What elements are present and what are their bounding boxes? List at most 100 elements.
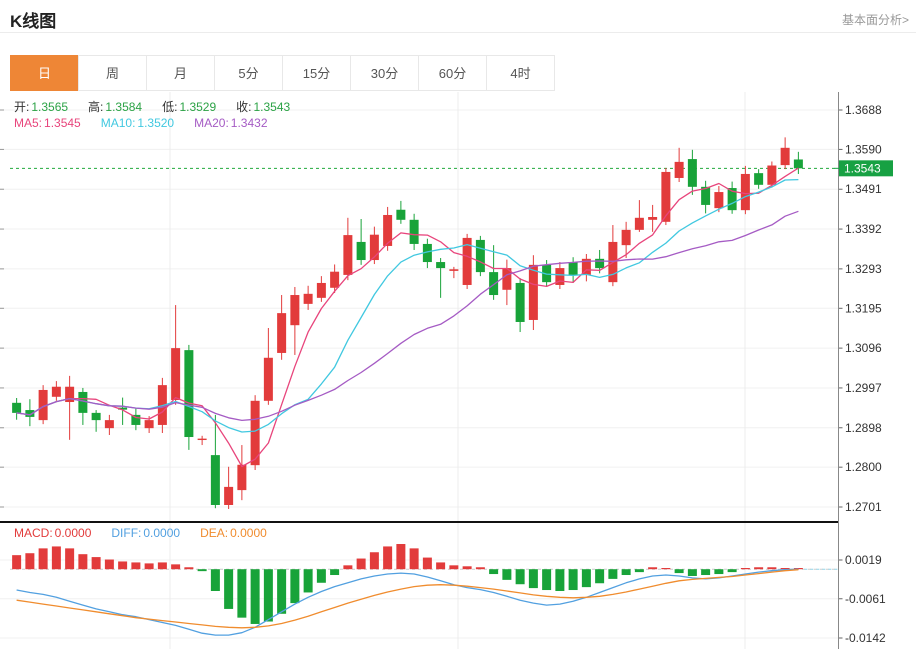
macd-bar bbox=[277, 569, 287, 614]
candle-body bbox=[621, 229, 631, 246]
candle-body bbox=[184, 350, 194, 438]
y-axis-label: 1.2997 bbox=[845, 381, 882, 395]
ma-value-2: 1.3432 bbox=[230, 116, 268, 130]
macd-bar bbox=[462, 566, 472, 570]
macd-bar bbox=[369, 552, 379, 570]
tab-4时[interactable]: 4时 bbox=[486, 55, 555, 91]
macd-bar bbox=[422, 557, 432, 570]
macd-bar bbox=[237, 569, 247, 618]
candle-body bbox=[171, 348, 181, 401]
candle-body bbox=[701, 186, 711, 205]
ohlc-label-0: 开: bbox=[14, 100, 30, 114]
tab-周[interactable]: 周 bbox=[78, 55, 147, 91]
macd-bar bbox=[78, 554, 88, 570]
candle-body bbox=[714, 192, 724, 209]
ma-label-2: MA20: bbox=[194, 116, 229, 130]
candle-body bbox=[661, 171, 671, 222]
macd-bar bbox=[608, 569, 618, 579]
tab-5分[interactable]: 5分 bbox=[214, 55, 283, 91]
macd-bar bbox=[171, 564, 181, 570]
ma-value-0: 1.3545 bbox=[44, 116, 81, 130]
page-title: K线图 bbox=[10, 12, 57, 31]
candle-body bbox=[727, 188, 737, 211]
macd-bar bbox=[356, 558, 366, 570]
ohlc-item-3: 收: 1.3543 bbox=[236, 98, 290, 115]
candle-body bbox=[634, 217, 644, 230]
macd-bar bbox=[303, 569, 313, 593]
candle-body bbox=[740, 173, 750, 211]
ma-label-1: MA10: bbox=[100, 116, 136, 130]
macd-axis-label: -0.0061 bbox=[845, 592, 886, 606]
macd-bar bbox=[595, 569, 605, 584]
candle-body bbox=[767, 165, 777, 185]
kline-macd-chart[interactable]: 1.3688 1.3590 1.3491 1.3392 1.3293 1.3195 1.30… bbox=[0, 92, 916, 649]
macd-bar bbox=[224, 569, 234, 609]
macd-value-0: 0.0000 bbox=[54, 526, 92, 540]
candle-body bbox=[528, 264, 538, 320]
ohlc-item-1: 高: 1.3584 bbox=[88, 98, 142, 115]
macd-bar bbox=[754, 567, 764, 570]
ma-item-2: MA20: 1.3432 bbox=[194, 116, 267, 130]
ma-value-1: 1.3520 bbox=[137, 116, 175, 130]
macd-bar bbox=[436, 562, 446, 570]
candle-body bbox=[422, 243, 432, 263]
tab-日[interactable]: 日 bbox=[10, 55, 79, 91]
candle-body bbox=[409, 219, 419, 244]
candle-body bbox=[131, 414, 141, 425]
candle-body bbox=[581, 258, 591, 275]
ma-item-1: MA10: 1.3520 bbox=[101, 116, 174, 130]
ohlc-value-0: 1.3565 bbox=[31, 100, 69, 114]
candle-body bbox=[356, 241, 366, 261]
candle-body bbox=[595, 258, 605, 269]
tab-月[interactable]: 月 bbox=[146, 55, 215, 91]
macd-item-1: DIFF: 0.0000 bbox=[111, 526, 180, 540]
macd-axis-label: -0.0142 bbox=[845, 631, 886, 645]
y-axis-label: 1.2800 bbox=[845, 460, 882, 474]
candle-body bbox=[91, 412, 101, 421]
candle-body bbox=[104, 420, 114, 429]
candle-body bbox=[118, 407, 128, 410]
macd-bar bbox=[197, 569, 207, 572]
macd-bar bbox=[396, 544, 406, 570]
macd-bar bbox=[634, 569, 644, 573]
ma5-line bbox=[16, 167, 799, 468]
y-axis-label: 1.3688 bbox=[845, 103, 882, 117]
fundamental-analysis-link[interactable]: 基本面分析> bbox=[841, 13, 909, 27]
ohlc-label-1: 高: bbox=[88, 100, 104, 114]
dea-line bbox=[16, 569, 799, 629]
y-axis-label: 1.2898 bbox=[845, 421, 882, 435]
macd-bar bbox=[475, 567, 485, 570]
macd-bar bbox=[343, 565, 353, 570]
tab-30分[interactable]: 30分 bbox=[350, 55, 419, 91]
candle-body bbox=[369, 234, 379, 261]
ohlc-value-1: 1.3584 bbox=[105, 100, 143, 114]
ma-item-0: MA5: 1.3545 bbox=[14, 116, 81, 130]
candle-body bbox=[515, 282, 525, 322]
y-axis-label: 1.2701 bbox=[845, 500, 882, 514]
candle-body bbox=[449, 269, 459, 271]
y-axis-label: 1.3590 bbox=[845, 142, 882, 156]
tab-60分[interactable]: 60分 bbox=[418, 55, 487, 91]
macd-bar bbox=[118, 561, 128, 570]
y-axis-label: 1.3096 bbox=[845, 341, 882, 355]
candle-body bbox=[436, 262, 446, 269]
ohlc-value-3: 1.3543 bbox=[253, 100, 291, 114]
ohlc-legend: 开: 1.3565 高: 1.3584 低: 1.3529 收: 1.3543 bbox=[14, 98, 310, 115]
candle-body bbox=[250, 400, 260, 466]
macd-bar bbox=[515, 569, 525, 585]
macd-bar bbox=[581, 569, 591, 588]
ohlc-value-2: 1.3529 bbox=[179, 100, 217, 114]
candle-body bbox=[78, 391, 88, 413]
candle-body bbox=[290, 295, 300, 326]
macd-bar bbox=[727, 569, 737, 573]
tab-15分[interactable]: 15分 bbox=[282, 55, 351, 91]
candle-body bbox=[396, 209, 406, 220]
candle-body bbox=[303, 293, 313, 304]
macd-item-0: MACD: 0.0000 bbox=[14, 526, 91, 540]
candle-body bbox=[343, 235, 353, 275]
candle-body bbox=[555, 268, 565, 285]
y-axis-label: 1.3392 bbox=[845, 222, 882, 236]
candle-body bbox=[502, 268, 512, 290]
candle-body bbox=[489, 272, 499, 296]
ma-label-0: MA5: bbox=[14, 116, 43, 130]
